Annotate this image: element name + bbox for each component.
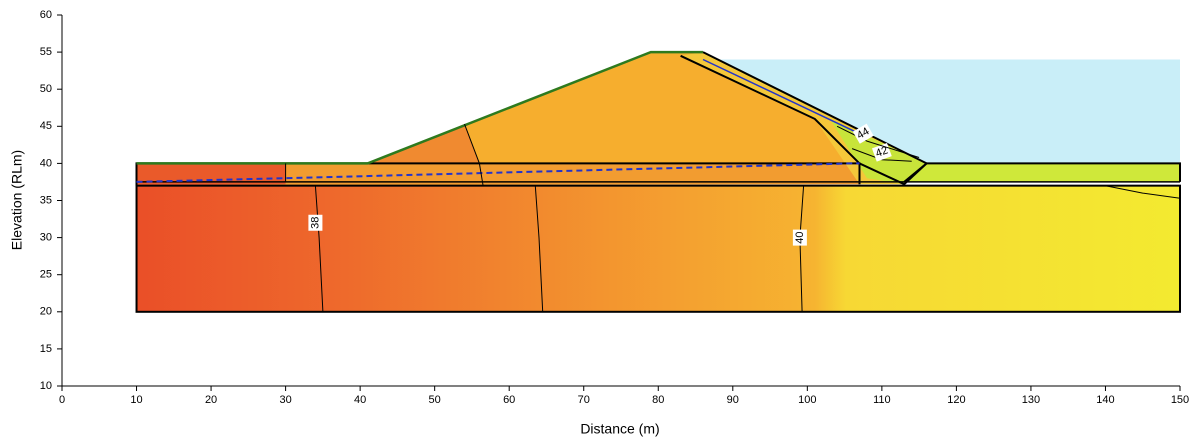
- crest-outline: [136, 50, 703, 165]
- contour-label-bg: [852, 123, 874, 144]
- x-tick-label: 30: [279, 394, 291, 406]
- base-layer-left: [136, 163, 860, 186]
- contour-line: [534, 185, 544, 312]
- y-tick-label: 30: [40, 232, 52, 244]
- x-tick-label: 70: [578, 394, 590, 406]
- x-tick-label: 140: [1096, 394, 1114, 406]
- contour-label: 38: [309, 217, 321, 229]
- base-layer-right: [904, 163, 1180, 182]
- outline: [135, 184, 1182, 313]
- x-tick-label: 90: [727, 394, 739, 406]
- x-tick-label: 10: [130, 394, 142, 406]
- y-tick-label: 20: [40, 306, 52, 318]
- zone-line: [464, 123, 484, 186]
- y-axis-label: Elevation (RLm): [9, 150, 25, 250]
- y-tick-label: 25: [40, 269, 52, 281]
- x-tick-label: 50: [429, 394, 441, 406]
- y-tick-label: 40: [40, 157, 52, 169]
- contour-label-bg: [792, 229, 807, 246]
- x-tick-label: 120: [947, 394, 965, 406]
- foundation: [136, 185, 1180, 312]
- x-axis-label: Distance (m): [580, 421, 659, 437]
- contour-label: 42: [874, 144, 890, 159]
- reservoir: [703, 59, 1180, 164]
- x-tick-label: 20: [205, 394, 217, 406]
- y-tick-label: 60: [40, 9, 52, 21]
- contour-line: [836, 125, 920, 158]
- contour-line: [1105, 185, 1181, 199]
- contour-label: 44: [855, 125, 872, 142]
- x-tick-label: 110: [873, 394, 891, 406]
- y-tick-label: 15: [40, 343, 52, 355]
- y-tick-label: 45: [40, 120, 52, 132]
- y-tick-label: 55: [40, 46, 52, 58]
- contour-label: 40: [794, 231, 806, 243]
- x-tick-label: 60: [503, 394, 515, 406]
- contour-line: [314, 185, 324, 312]
- x-tick-label: 150: [1171, 394, 1189, 406]
- contour-label-bg: [308, 214, 323, 231]
- phreatic-line: [702, 58, 860, 135]
- x-tick-label: 0: [59, 394, 65, 406]
- x-tick-label: 40: [354, 394, 366, 406]
- y-tick-label: 50: [40, 83, 52, 95]
- outline: [135, 162, 861, 186]
- x-tick-label: 100: [798, 394, 816, 406]
- phreatic-line: [136, 162, 860, 183]
- y-tick-label: 35: [40, 194, 52, 206]
- outline: [702, 51, 928, 165]
- y-tick-label: 10: [40, 380, 52, 392]
- x-tick-label: 80: [652, 394, 664, 406]
- x-tick-label: 130: [1022, 394, 1040, 406]
- dam-shell: [367, 52, 927, 164]
